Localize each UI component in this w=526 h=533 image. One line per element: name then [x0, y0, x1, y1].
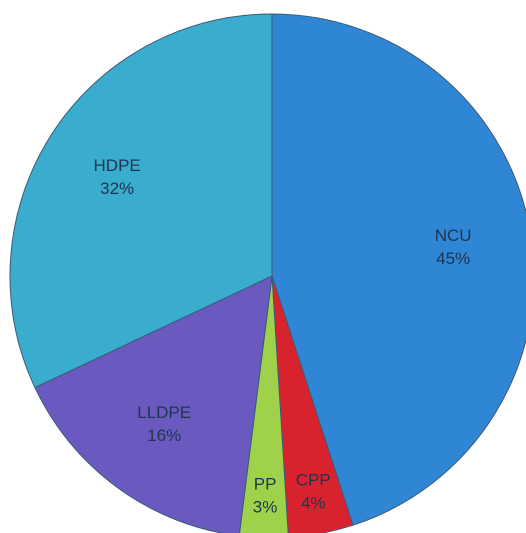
slice-value-label: 4%	[301, 494, 326, 513]
slice-value-label: 32%	[100, 179, 134, 198]
pie-slice	[9, 13, 273, 389]
slice-label: PP	[254, 474, 277, 493]
pie-slice	[34, 275, 273, 533]
slice-value-label: 16%	[147, 426, 181, 445]
slice-label: NCU	[435, 226, 472, 245]
pie-slice	[271, 275, 354, 533]
slice-label: CPP	[296, 471, 331, 490]
pie-slice	[271, 13, 526, 526]
pie-slice	[239, 275, 289, 533]
slice-label: HDPE	[94, 156, 141, 175]
slice-label: LLDPE	[137, 403, 191, 422]
slice-value-label: 3%	[253, 497, 278, 516]
slice-value-label: 45%	[436, 249, 470, 268]
